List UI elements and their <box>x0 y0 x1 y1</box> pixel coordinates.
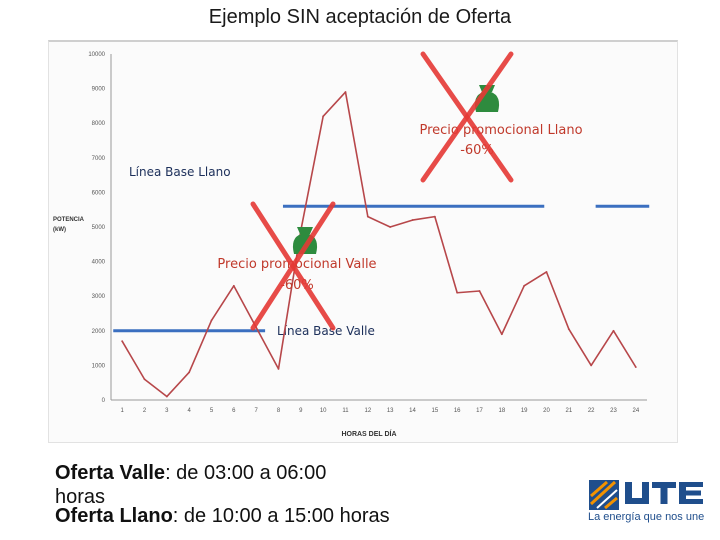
data-point <box>411 219 414 221</box>
x-tick-label: 3 <box>165 408 169 414</box>
x-tick-label: 20 <box>543 408 550 414</box>
cross-valle-icon-stroke-b <box>250 201 336 331</box>
x-tick-label: 1 <box>120 408 124 414</box>
data-point <box>188 371 191 374</box>
x-tick-label: 16 <box>454 408 461 414</box>
data-point <box>210 319 213 322</box>
y-tick-label: 6000 <box>92 190 106 196</box>
data-point <box>277 367 280 370</box>
data-point <box>456 291 459 294</box>
promo-llano-label: Precio promocional Llano <box>419 123 582 138</box>
x-tick-label: 14 <box>409 408 416 414</box>
x-tick-label: 9 <box>299 408 303 414</box>
offer-valle-label: Oferta Valle <box>55 462 166 484</box>
y-tick-label: 4000 <box>92 260 106 266</box>
y-tick-label: 5000 <box>92 225 106 231</box>
data-point <box>165 395 168 398</box>
x-tick-label: 17 <box>476 408 483 414</box>
y-tick-label: 3000 <box>92 294 106 300</box>
offer-valle-wrap: horas <box>55 486 106 508</box>
data-point <box>433 215 436 218</box>
x-tick-label: 19 <box>521 408 528 414</box>
offer-valle: Oferta Valle: de 03:00 a 06:00 <box>55 462 326 485</box>
data-point <box>545 271 548 273</box>
y-axis-label: POTENCIA <box>53 217 85 223</box>
chart-panel: 0 1000 2000 3000 4000 5000 6000 7000 8000 9000 100… <box>48 40 678 443</box>
x-tick-label: 22 <box>588 408 595 414</box>
x-tick-label: 24 <box>632 408 639 414</box>
x-tick-label: 7 <box>254 408 258 414</box>
x-tick-label: 8 <box>277 408 281 414</box>
y-tick-label: 0 <box>102 398 106 404</box>
ute-tagline: La energía que nos une <box>588 511 705 523</box>
y-tick-label: 9000 <box>92 87 106 93</box>
x-tick-label: 6 <box>232 408 236 414</box>
data-point <box>143 378 146 381</box>
x-tick-label: 10 <box>320 408 327 414</box>
ute-logo-icon <box>589 480 619 510</box>
power-series-line <box>121 91 637 398</box>
x-tick-label: 13 <box>387 408 394 414</box>
data-point <box>389 226 392 228</box>
y-tick-label: 2000 <box>92 329 106 335</box>
offer-llano-hours: : de 10:00 a 15:00 horas <box>172 505 390 527</box>
x-tick-label: 4 <box>187 408 191 414</box>
y-axis-label: (kW) <box>53 227 66 233</box>
x-tick-label: 15 <box>431 408 438 414</box>
ute-logo <box>589 480 703 510</box>
data-point <box>478 290 481 292</box>
y-tick-label: 1000 <box>92 363 106 369</box>
data-point <box>634 366 637 369</box>
data-point <box>612 329 615 332</box>
money-bag-valle-icon-top <box>297 227 313 234</box>
data-point <box>590 364 593 367</box>
data-point <box>366 215 369 218</box>
offer-valle-hours: : de 03:00 a 06:00 <box>165 462 327 484</box>
offer-llano: Oferta Llano: de 10:00 a 15:00 horas <box>55 505 390 528</box>
cross-llano-icon-stroke-b <box>420 51 514 183</box>
x-tick-label: 2 <box>143 408 147 414</box>
data-point <box>500 333 503 336</box>
data-point <box>344 91 347 93</box>
y-tick-label: 7000 <box>92 156 106 162</box>
baseline-valle-label: Línea Base Valle <box>277 324 375 338</box>
offer-llano-label: Oferta Llano <box>55 505 173 527</box>
x-tick-label: 11 <box>342 408 349 414</box>
slide-title: Ejemplo SIN aceptación de Oferta <box>208 6 512 28</box>
x-tick-label: 23 <box>610 408 617 414</box>
data-point <box>322 115 325 118</box>
y-tick-label: 10000 <box>88 52 105 58</box>
x-tick-label: 5 <box>210 408 214 414</box>
power-line-chart: 0 1000 2000 3000 4000 5000 6000 7000 8000 9000 100… <box>53 51 650 438</box>
x-tick-label: 12 <box>364 408 371 414</box>
data-point <box>567 328 570 330</box>
y-tick-label: 8000 <box>92 121 106 127</box>
data-point <box>121 340 124 343</box>
promo-valle-label: Precio promocional Valle <box>217 257 376 272</box>
data-point <box>232 284 235 287</box>
data-point <box>523 284 526 287</box>
ute-logo-letters <box>625 482 703 504</box>
x-axis-label: HORAS DEL DÍA <box>341 429 396 438</box>
baseline-llano-label: Línea Base Llano <box>129 165 231 179</box>
x-tick-label: 18 <box>498 408 505 414</box>
x-tick-label: 21 <box>565 408 572 414</box>
